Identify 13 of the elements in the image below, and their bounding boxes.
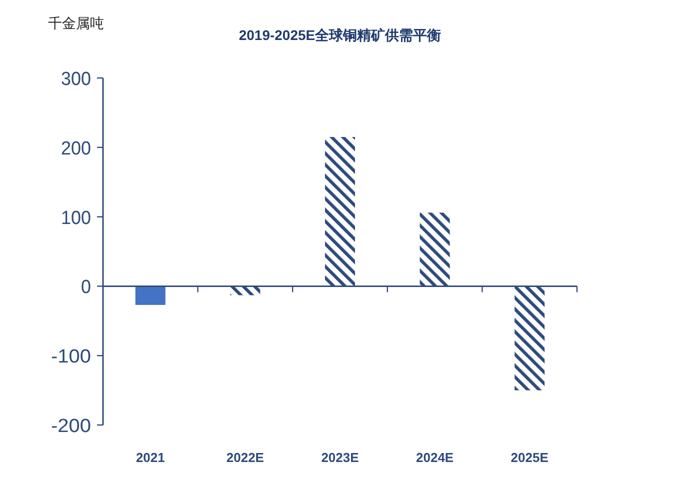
- x-tick-label: 2023E: [321, 450, 360, 465]
- x-tick-label: 2024E: [416, 450, 454, 465]
- x-tick-label: 2022E: [226, 450, 264, 465]
- y-tick-label: 200: [61, 138, 93, 160]
- y-tick-label: 0: [81, 277, 92, 298]
- y-tick-label: -200: [51, 416, 91, 437]
- x-tick-label: 2021: [136, 450, 165, 465]
- chart-title: 2019-2025E全球铜精矿供需平衡: [238, 27, 442, 43]
- y-axis-title: 千金属吨: [48, 15, 104, 31]
- x-tick-label: 2025E: [510, 450, 549, 465]
- y-tick-label: -100: [51, 346, 91, 368]
- y-tick-label: 100: [61, 208, 93, 229]
- y-tick-label: 300: [61, 69, 93, 90]
